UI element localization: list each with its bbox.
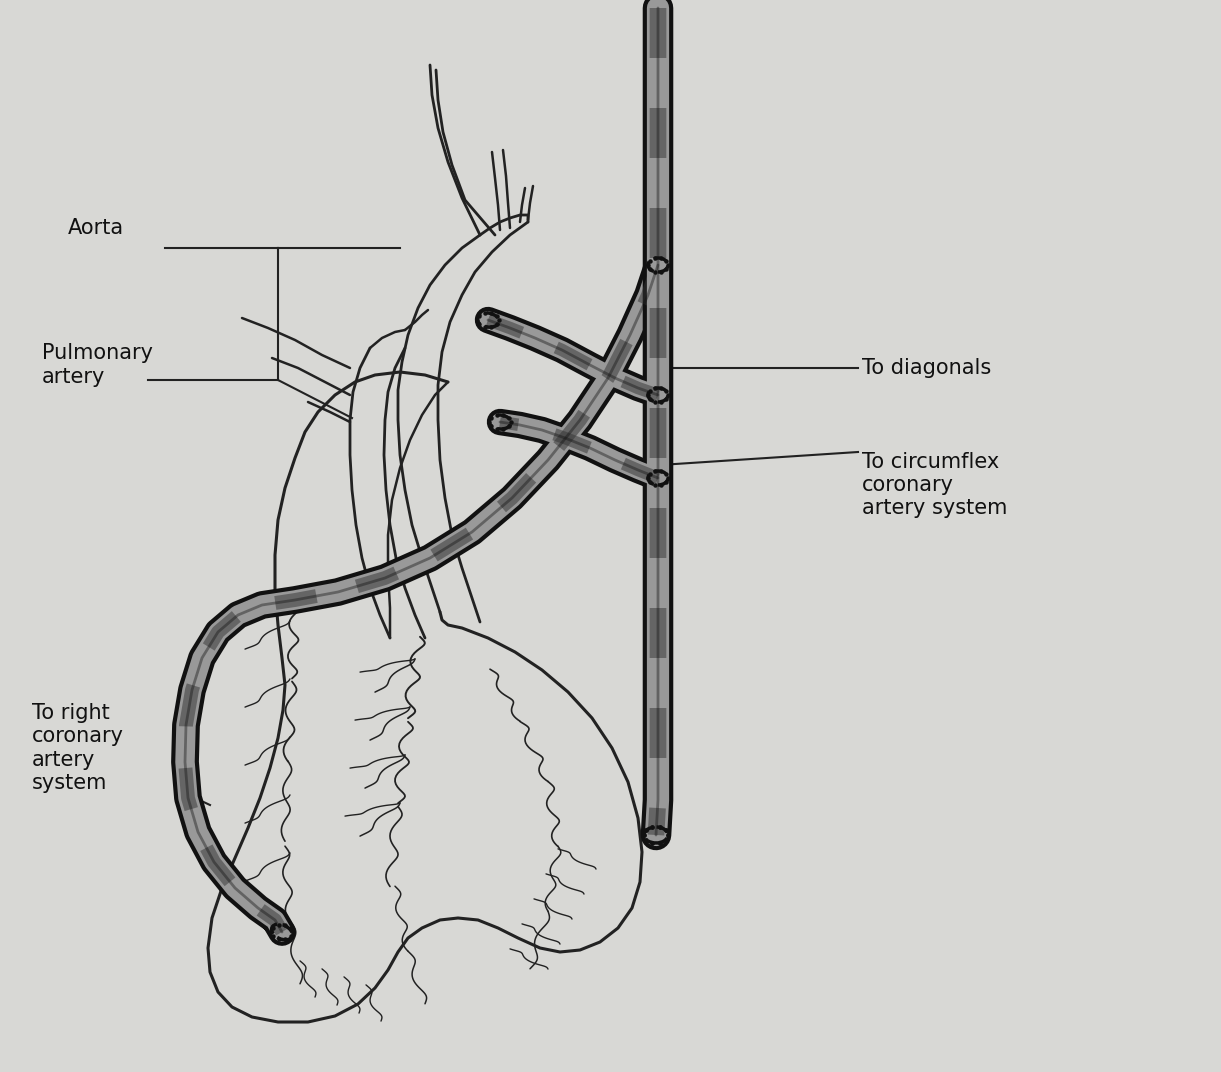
- Text: Aorta: Aorta: [68, 218, 125, 238]
- Text: To diagonals: To diagonals: [862, 358, 991, 378]
- Text: Pulmonary
artery: Pulmonary artery: [42, 343, 153, 387]
- Text: To right
coronary
artery
system: To right coronary artery system: [32, 703, 125, 793]
- Text: To circumflex
coronary
artery system: To circumflex coronary artery system: [862, 452, 1007, 519]
